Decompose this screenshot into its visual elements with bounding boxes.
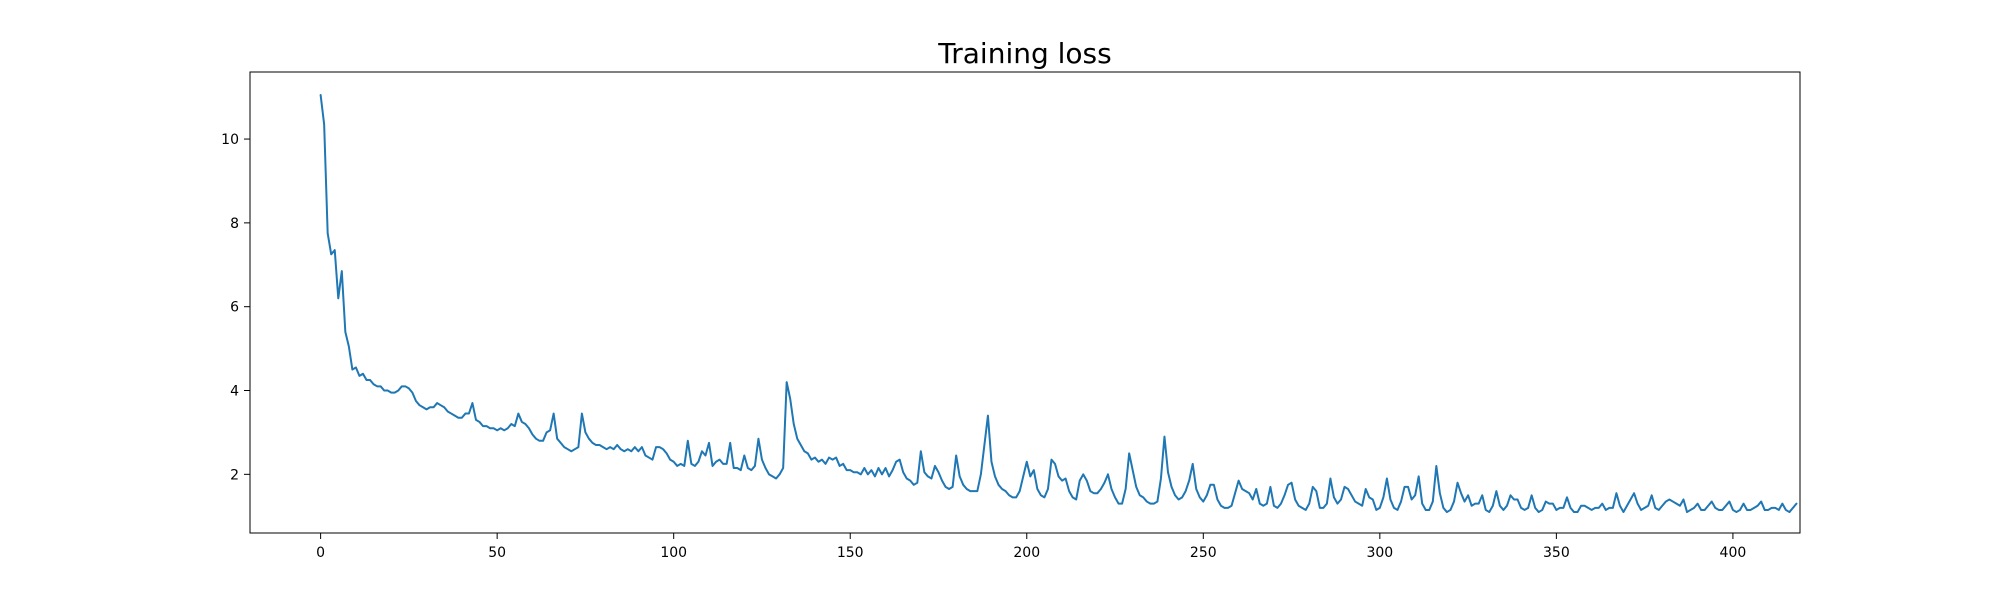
x-tick-label: 250: [1190, 545, 1217, 561]
series-line-training-loss: [319, 94, 1798, 514]
x-tick-label: 100: [660, 545, 687, 561]
y-tick-label: 4: [230, 384, 239, 400]
y-tick-label: 2: [230, 467, 239, 483]
y-axis: 2 4 6 8 10: [221, 132, 250, 483]
y-tick-label: 6: [230, 300, 239, 316]
x-tick-label: 350: [1543, 545, 1570, 561]
y-tick-label: 8: [230, 216, 239, 232]
x-tick-label: 200: [1013, 545, 1040, 561]
y-tick-label: 10: [221, 132, 239, 148]
plot-area: 0 50 100 150 200 250 300 350 400 2 4 6 8 10: [221, 71, 1801, 561]
x-axis: 0 50 100 150 200 250 300 350 400: [316, 533, 1746, 561]
chart-title: Training loss: [937, 37, 1111, 70]
x-tick-label: 50: [488, 545, 506, 561]
x-tick-label: 0: [316, 545, 325, 561]
axes-frame: [249, 71, 1801, 534]
x-tick-label: 150: [837, 545, 864, 561]
x-tick-label: 400: [1720, 545, 1747, 561]
x-tick-label: 300: [1366, 545, 1393, 561]
